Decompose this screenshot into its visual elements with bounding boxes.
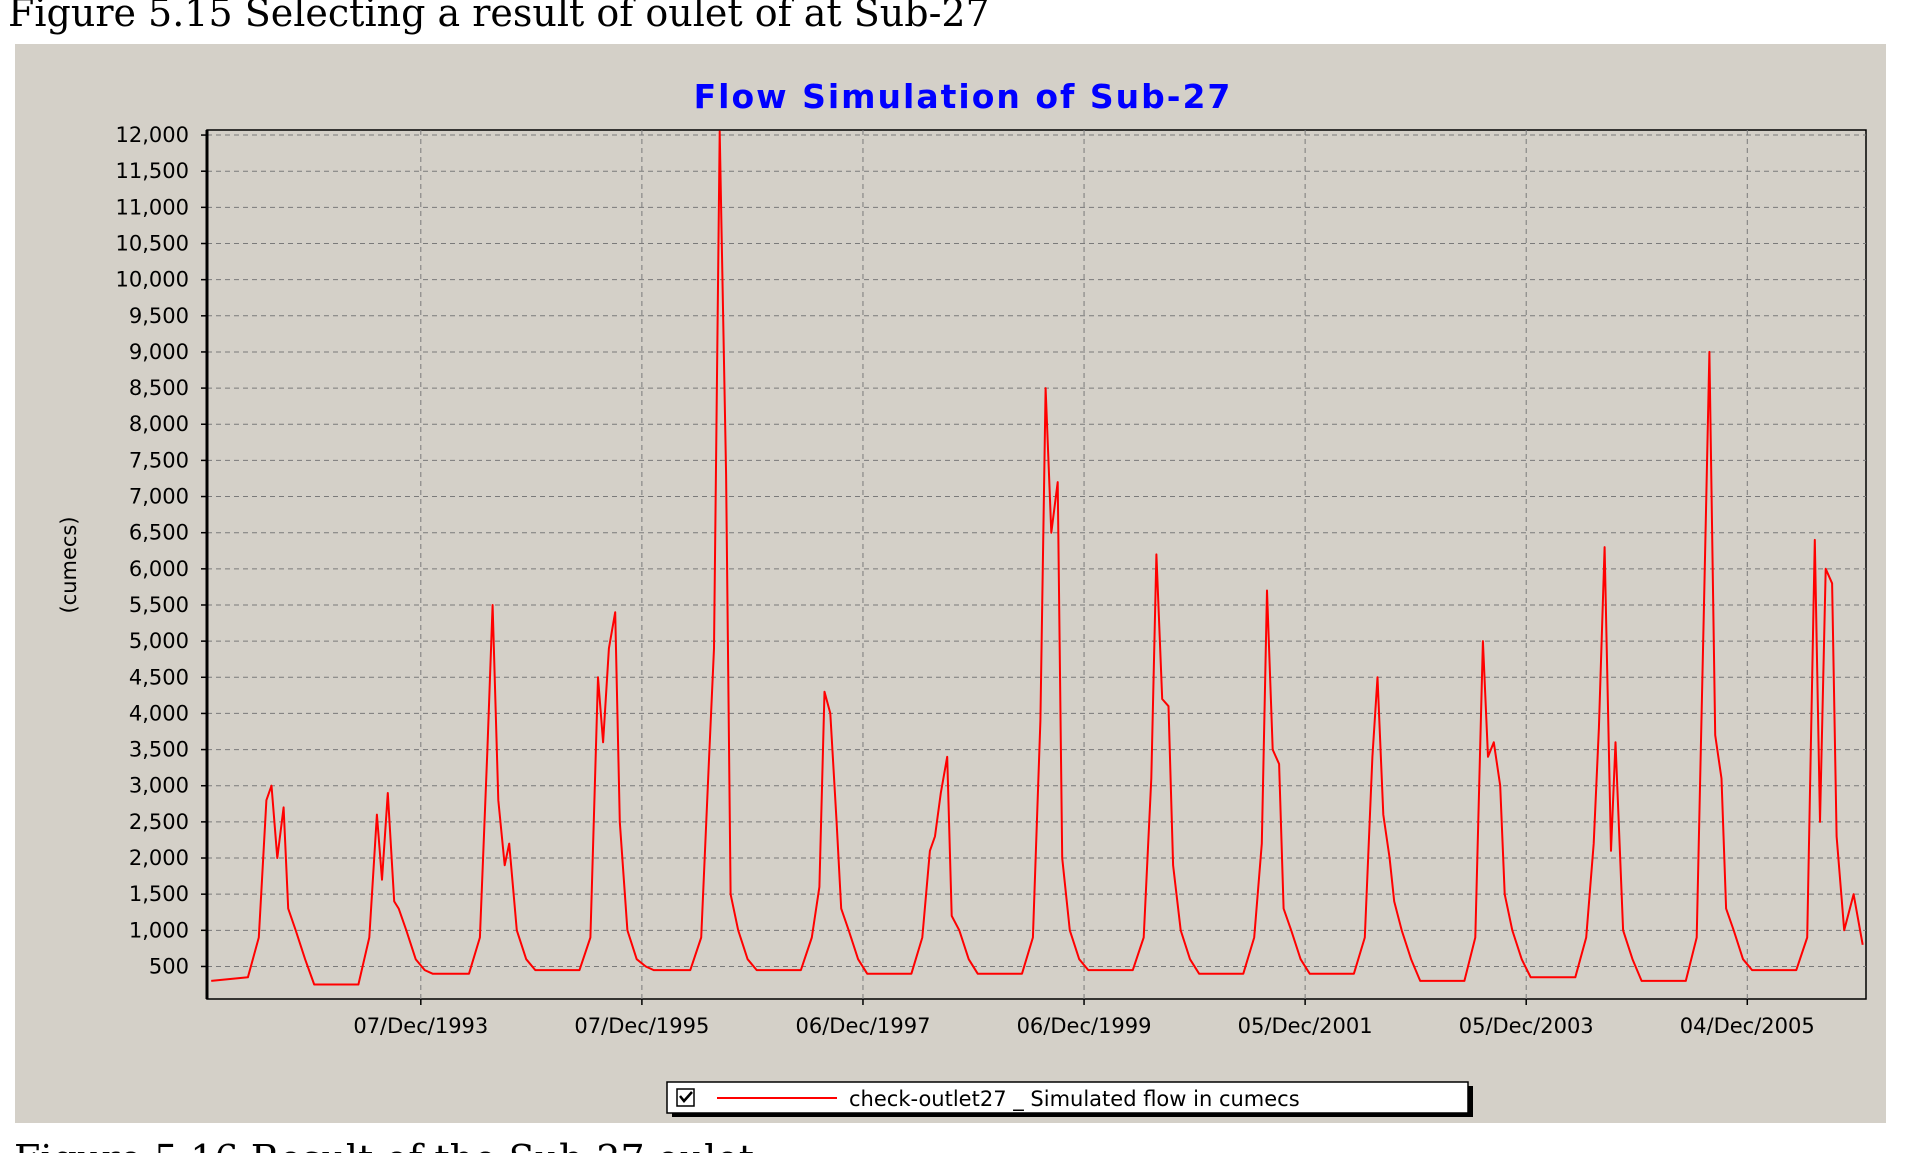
x-tick-label: 04/Dec/2005 [1680, 1014, 1815, 1038]
y-tick-label: 9,500 [129, 304, 189, 328]
y-tick-label: 10,000 [116, 268, 189, 292]
y-axis-label: (cumecs) [57, 516, 81, 613]
x-tick-label: 06/Dec/1997 [795, 1014, 930, 1038]
plot-area [206, 129, 1867, 1000]
y-tick-label: 8,000 [129, 412, 189, 436]
y-tick-label: 12,000 [116, 123, 189, 147]
y-tick-label: 1,000 [129, 918, 189, 942]
top-caption: Figure 5.15 Selecting a result of oulet … [8, 0, 990, 35]
y-tick-label: 7,000 [129, 485, 189, 509]
y-tick-label: 4,000 [129, 701, 189, 725]
legend-label: check-outlet27 _ Simulated flow in cumec… [849, 1087, 1300, 1112]
legend-check [679, 1091, 693, 1103]
y-tick-label: 5,500 [129, 593, 189, 617]
bottom-caption: Figure 5.16 Result of the Sub-27 oulet [14, 1137, 754, 1153]
y-tick-label: 5,000 [129, 629, 189, 653]
y-tick-label: 7,500 [129, 448, 189, 472]
x-tick-label: 05/Dec/2003 [1459, 1014, 1594, 1038]
y-tick-label: 2,500 [129, 810, 189, 834]
y-tick-label: 500 [149, 954, 189, 978]
y-tick-label: 3,000 [129, 774, 189, 798]
y-tick-label: 4,500 [129, 665, 189, 689]
y-tick-label: 11,500 [116, 159, 189, 183]
y-tick-label: 10,500 [116, 232, 189, 256]
x-tick-label: 05/Dec/2001 [1238, 1014, 1373, 1038]
chart-title: Flow Simulation of Sub-27 [694, 77, 1233, 116]
x-tick-label: 07/Dec/1993 [353, 1014, 488, 1038]
y-tick-label: 3,500 [129, 738, 189, 762]
y-tick-label: 6,500 [129, 521, 189, 545]
x-tick-label: 06/Dec/1999 [1017, 1014, 1152, 1038]
y-tick-label: 1,500 [129, 882, 189, 906]
y-tick-label: 6,000 [129, 557, 189, 581]
y-tick-label: 2,000 [129, 846, 189, 870]
flow-line [211, 130, 1864, 986]
x-tick-label: 07/Dec/1995 [574, 1014, 709, 1038]
y-tick-label: 11,000 [116, 195, 189, 219]
y-tick-label: 8,500 [129, 376, 189, 400]
y-tick-label: 9,000 [129, 340, 189, 364]
